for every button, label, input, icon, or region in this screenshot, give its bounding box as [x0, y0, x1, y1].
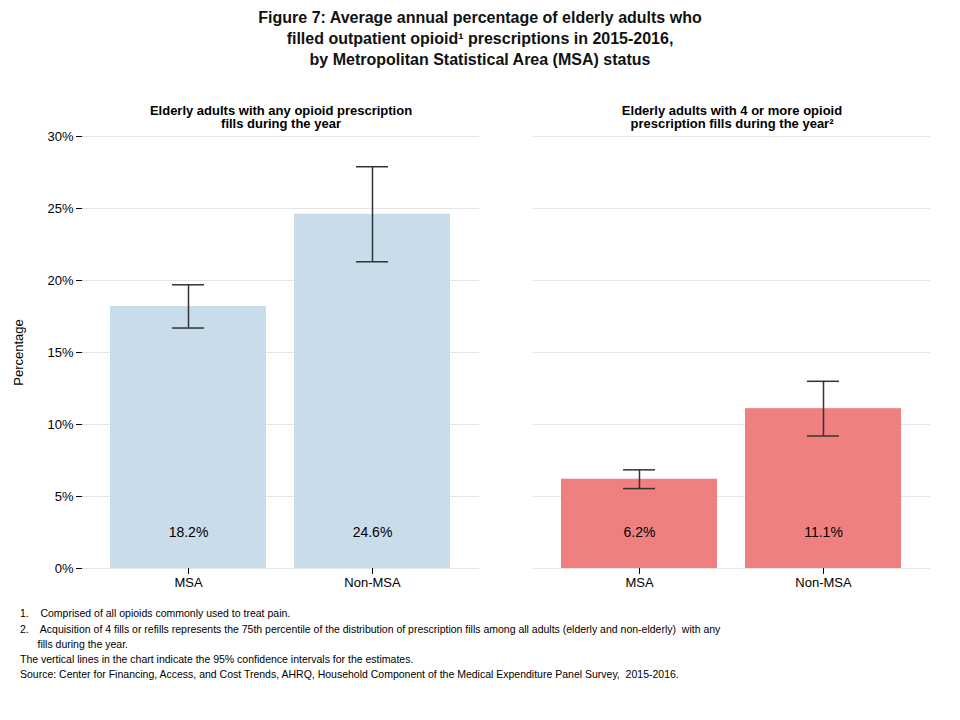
svg-text:0%: 0%	[55, 561, 74, 576]
svg-text:Non-MSA: Non-MSA	[795, 575, 852, 590]
svg-text:6.2%: 6.2%	[624, 524, 656, 540]
html-text:2. Acquisition of 4 fills or r: 2. Acquisition of 4 fills or refills rep…	[20, 622, 721, 635]
html-text:Figure 7: Average annual perce: Figure 7: Average annual percentage of e…	[258, 9, 702, 68]
svg-text:Percentage: Percentage	[11, 320, 26, 387]
svg-text:15%: 15%	[47, 345, 73, 360]
svg-text:5%: 5%	[55, 489, 74, 504]
svg-text:MSA: MSA	[625, 575, 654, 590]
svg-text:30%: 30%	[47, 129, 73, 144]
html-text:The vertical lines in the char: The vertical lines in the chart indicate…	[20, 653, 414, 665]
svg-text:10%: 10%	[47, 417, 73, 432]
svg-text:18.2%: 18.2%	[169, 524, 209, 540]
svg-text:Non-MSA: Non-MSA	[344, 575, 401, 590]
html-text:1. Comprised of all opioids co: 1. Comprised of all opioids commonly use…	[20, 607, 291, 620]
svg-text:Elderly adults with 4 or more: Elderly adults with 4 or more opioidpres…	[622, 103, 842, 131]
svg-text:Elderly adults with any opioid: Elderly adults with any opioid prescript…	[150, 103, 412, 131]
svg-text:25%: 25%	[47, 201, 73, 216]
svg-text:20%: 20%	[47, 273, 73, 288]
html-text:Source: Center for Financing,: Source: Center for Financing, Access, an…	[20, 668, 679, 681]
svg-text:11.1%: 11.1%	[804, 524, 843, 540]
html-text:fills during the year.: fills during the year.	[20, 637, 128, 650]
svg-text:24.6%: 24.6%	[353, 524, 393, 540]
svg-text:MSA: MSA	[174, 575, 203, 590]
